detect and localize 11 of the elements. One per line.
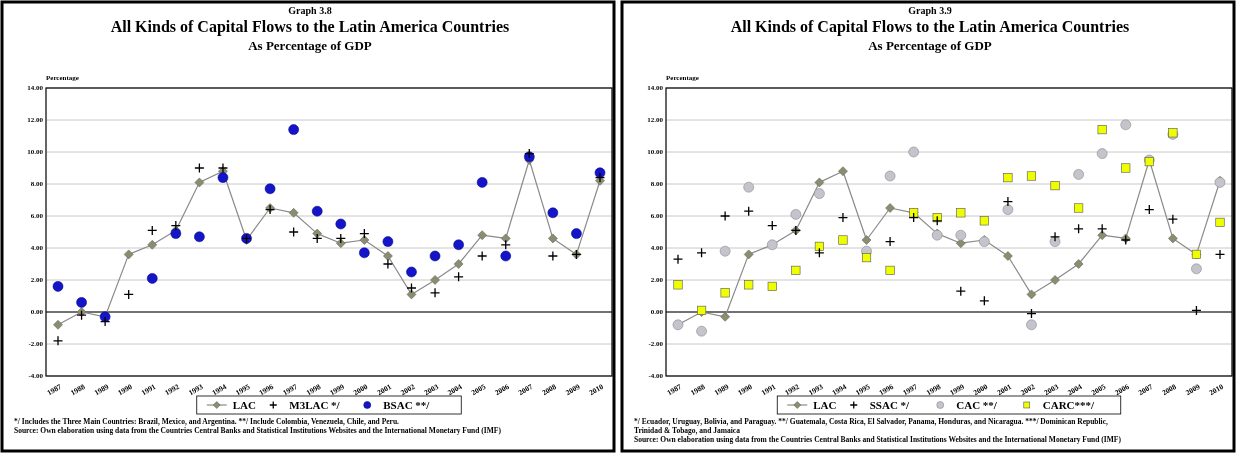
chart-title: Graph 3.8 All Kinds of Capital Flows to the Latin America Countries <box>110 5 510 36</box>
legend-label: SSAC */ <box>869 398 911 411</box>
legend-label: LAC <box>232 398 257 411</box>
chart-title: Graph 3.9 All Kinds of Capital Flows to the Latin America Countries <box>730 5 1130 36</box>
legend-label: BSAC **/ <box>383 398 431 411</box>
legend-label: CAC **/ <box>956 398 998 411</box>
legend-label: CARC***/ <box>1042 398 1096 411</box>
legend-label: LAC <box>813 398 837 411</box>
legend-label: M3LAC */ <box>289 398 341 411</box>
chart-subtitle: As Percentage of GDP <box>248 38 372 53</box>
chart-subtitle: As Percentage of GDP <box>868 38 992 53</box>
